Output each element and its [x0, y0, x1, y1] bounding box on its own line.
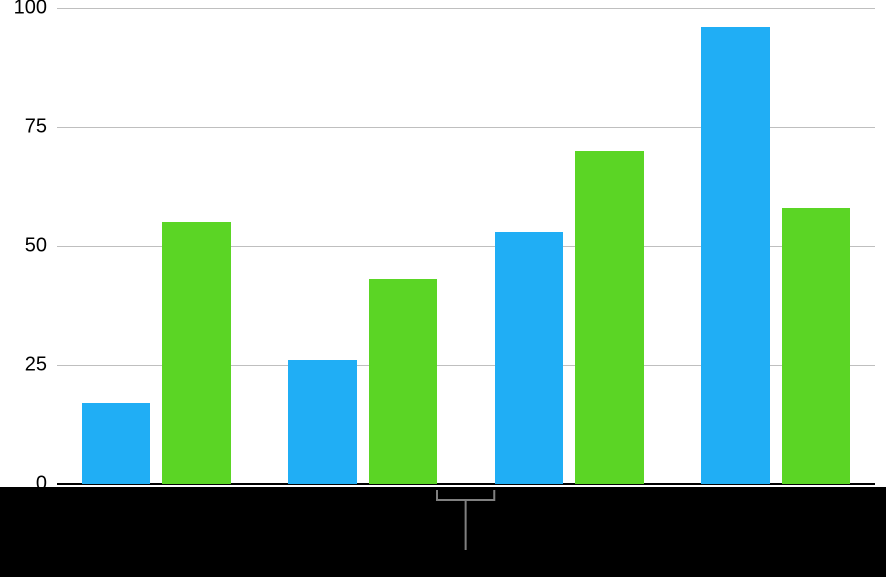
stage: 0 25 50 75 100	[0, 0, 886, 577]
bar-series-a	[82, 403, 151, 484]
bars-layer	[57, 8, 875, 484]
callout-bracket-icon	[433, 490, 498, 554]
bar-series-b	[162, 222, 231, 484]
spacing-callout	[433, 490, 498, 554]
bar-series-b	[369, 279, 438, 484]
y-tick-label: 100	[0, 0, 47, 20]
y-tick-label: 25	[0, 354, 47, 377]
y-tick-label: 0	[0, 473, 47, 496]
y-tick-label: 75	[0, 116, 47, 139]
bar-series-b	[575, 151, 644, 484]
bar-series-b	[782, 208, 851, 484]
bar-series-a	[495, 232, 564, 484]
plot-area: 0255075100	[57, 8, 875, 484]
y-tick-label: 50	[0, 235, 47, 258]
bar-series-a	[288, 360, 357, 484]
bar-series-a	[701, 27, 770, 484]
bar-chart: 0255075100	[57, 8, 875, 484]
